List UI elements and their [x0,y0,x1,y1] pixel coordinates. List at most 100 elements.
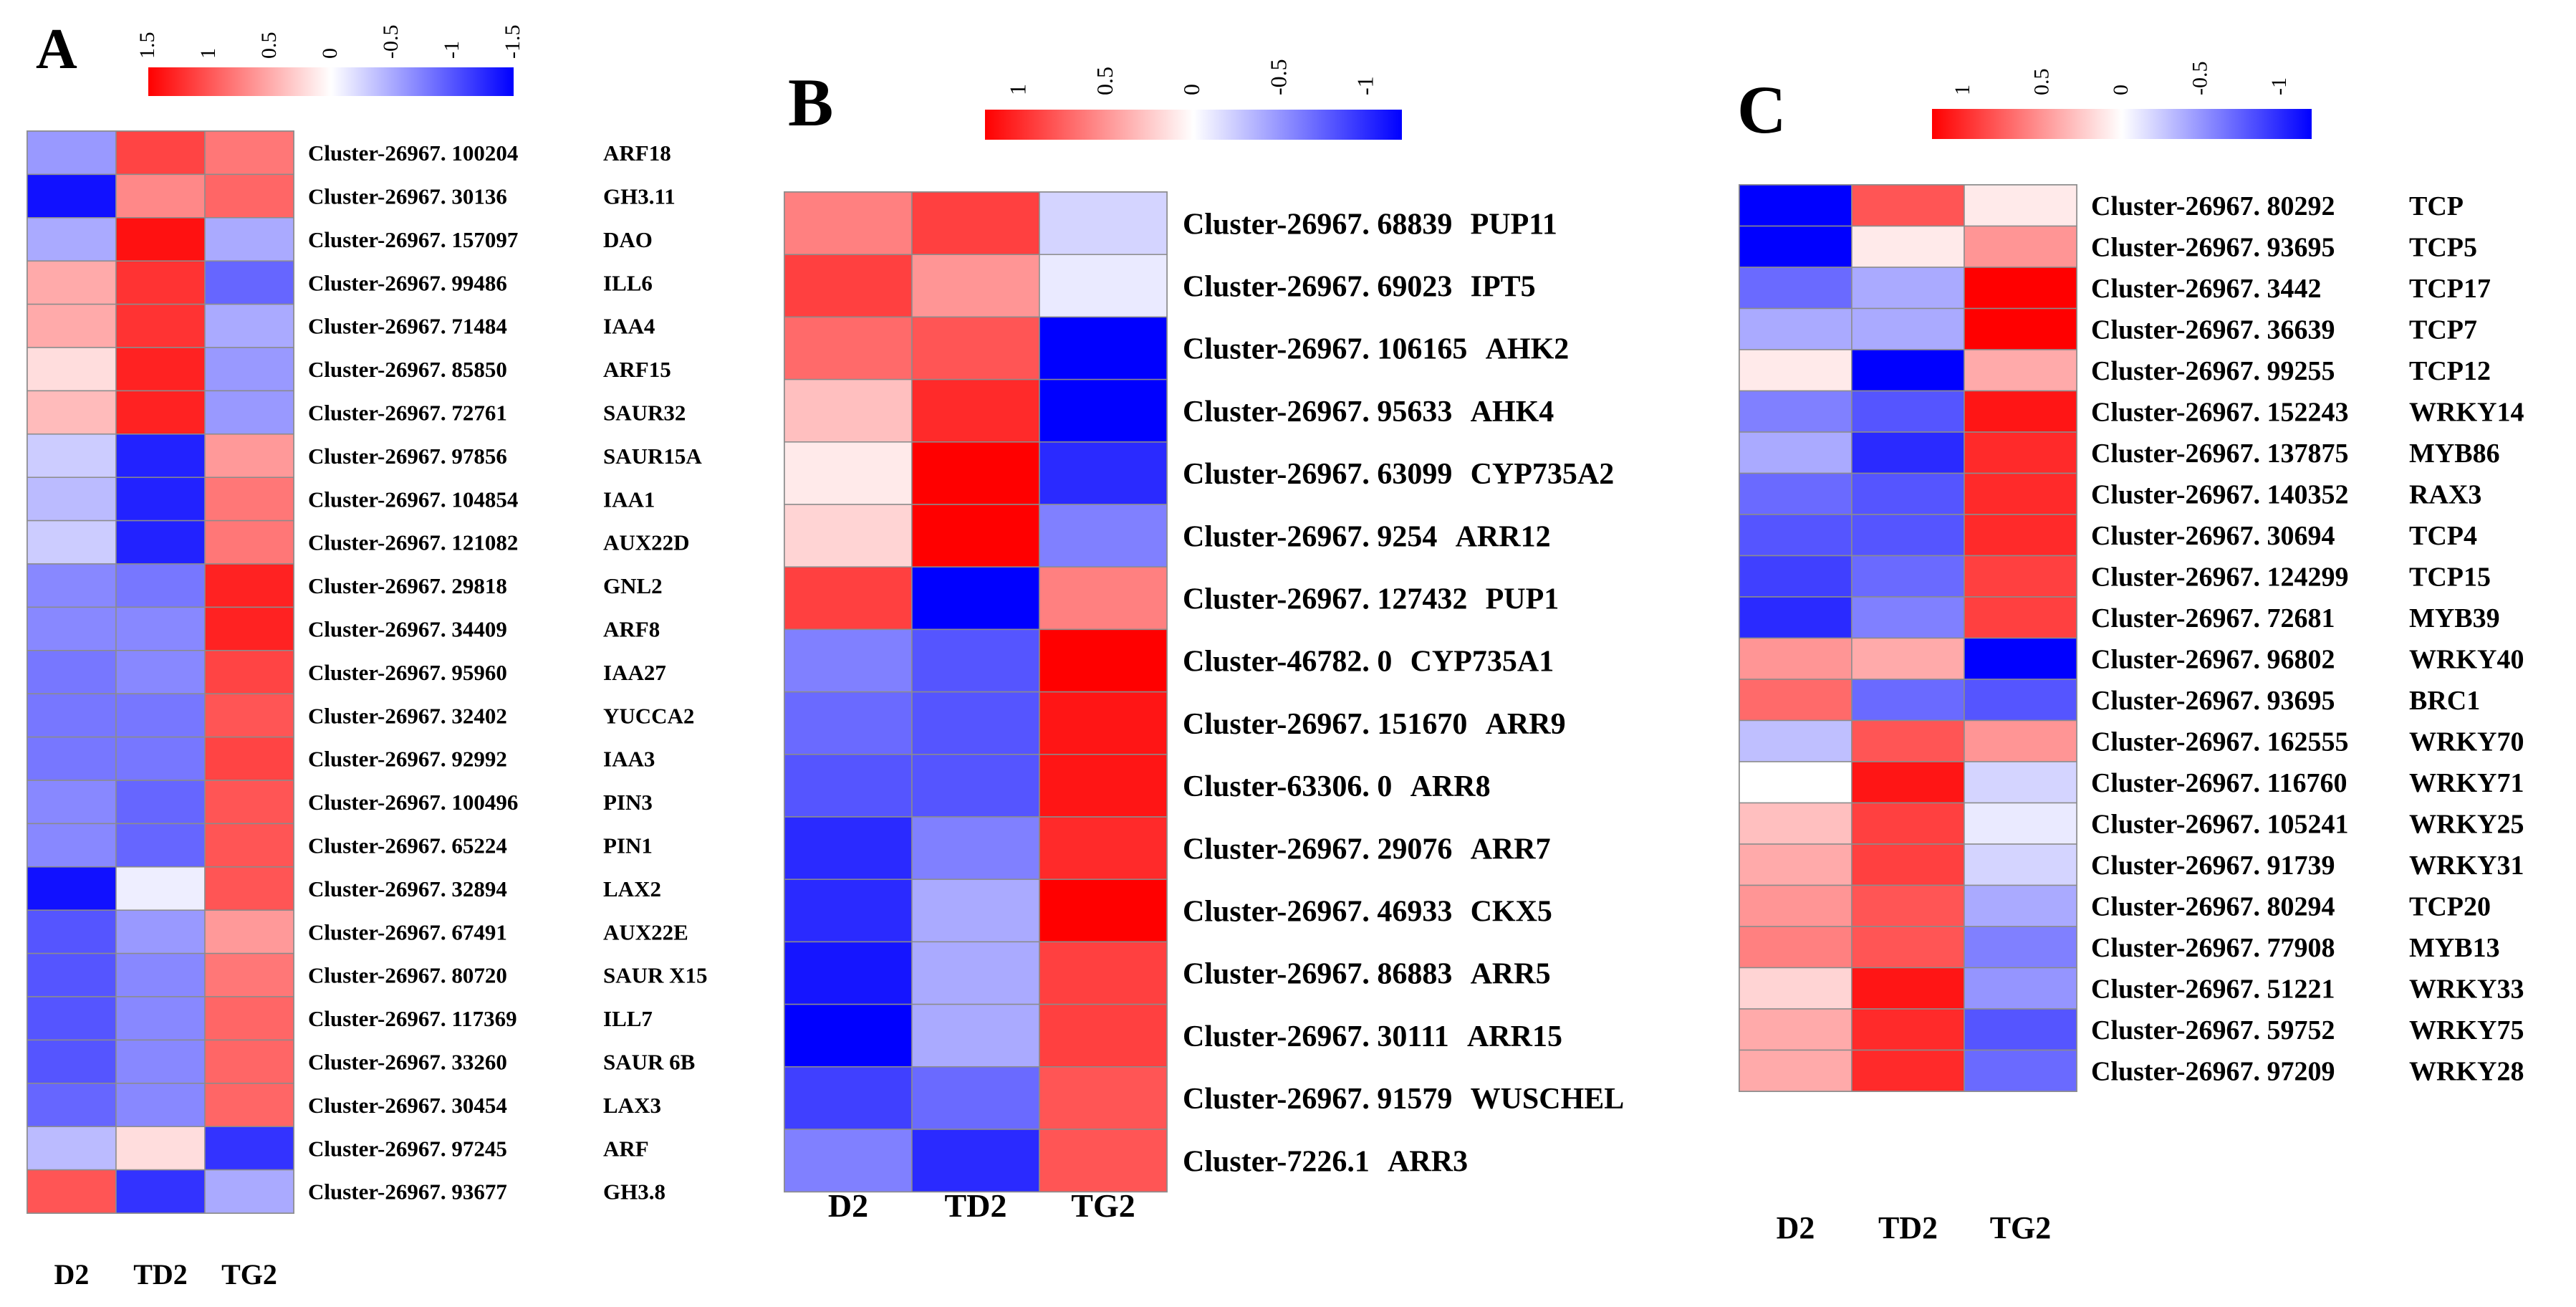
panel-b-cell [911,441,1040,505]
panel-a-row-gene: DAO [603,227,653,252]
panel-b-cell [1039,691,1168,755]
panel-a-cell [115,736,206,781]
panel-c-row-id: Cluster-26967. 80294 [2091,892,2335,922]
panel-a-row-gene: SAUR 6B [603,1049,695,1074]
panel-a-row-gene: GNL2 [603,573,663,598]
panel-c-cell [1964,472,2077,515]
panel-a-cell [27,693,117,738]
panel-b-legend-tick: -0.5 [1265,59,1291,95]
panel-c-row-gene: WRKY40 [2409,645,2524,675]
panel-b-row-id: Cluster-26967. 69023 [1183,271,1452,304]
panel-a-cell [115,996,206,1041]
panel-a-row-id: Cluster-26967. 71484 [308,314,507,339]
panel-b-row-id: Cluster-26967. 151670 [1183,708,1467,741]
panel-b-row-id: Cluster-26967. 29076 [1183,833,1452,866]
panel-c-row-gene: TCP7 [2409,315,2477,345]
panel-c-row-id: Cluster-26967. 99255 [2091,356,2335,386]
panel-a-cell [115,1083,206,1127]
panel-c-row-gene: WRKY31 [2409,851,2524,881]
panel-c-row-id: Cluster-26967. 3442 [2091,274,2322,304]
panel-a-row-id: Cluster-26967. 157097 [308,227,518,252]
panel-c-cell [1851,637,1965,680]
panel-c-cell [1964,967,2077,1010]
panel-c-row-id: Cluster-26967. 140352 [2091,480,2349,510]
panel-b-cell [911,1066,1040,1130]
panel-a-legend-tick: 0 [318,48,342,59]
panel-b-cell [911,1003,1040,1068]
panel-c-row-gene: WRKY28 [2409,1057,2524,1087]
panel-b-column-label: TD2 [945,1187,1007,1224]
panel-c-cell [1964,679,2077,722]
panel-b-row-id: Cluster-26967. 106165 [1183,333,1467,366]
panel-a-cell [204,477,294,522]
panel-c-row-gene: TCP12 [2409,356,2491,386]
panel-c-cell [1964,431,2077,474]
panel-a-row-gene: SAUR32 [603,400,686,425]
panel-c-row-gene: TCP20 [2409,892,2491,922]
panel-a-cell [115,303,206,348]
panel-b-row-gene: ARR8 [1410,770,1491,803]
panel-a-cell [115,1126,206,1171]
panel-c-cell [1739,184,1852,227]
panel-c-row-id: Cluster-26967. 91739 [2091,851,2335,881]
panel-c-cell [1851,926,1965,969]
panel-c-cell [1851,596,1965,639]
panel-a-cell [204,260,294,305]
panel-b-cell [784,254,913,318]
panel-a-cell [115,866,206,911]
panel-c-row-gene: TCP4 [2409,521,2477,551]
panel-a-cell [27,650,117,694]
panel-c-cell [1739,843,1852,886]
panel-b-row-id: Cluster-26967. 46933 [1183,896,1452,929]
panel-c-row-gene: TCP17 [2409,274,2491,304]
panel-c-row-gene: TCP [2409,191,2464,221]
panel-b-cell [1039,191,1168,255]
panel-c-cell [1964,926,2077,969]
panel-a-cell [27,520,117,565]
panel-a-cell [27,1039,117,1084]
panel-b-row-gene: AHK4 [1471,396,1554,429]
panel-b-cell [1039,316,1168,380]
panel-a-column-label: TD2 [133,1258,188,1291]
panel-b-cell [784,504,913,568]
panel-c-cell [1851,884,1965,927]
panel-a-cell [204,303,294,348]
panel-c-cell [1739,267,1852,310]
panel-a-cell [27,909,117,954]
panel-a-row-id: Cluster-26967. 93677 [308,1179,507,1205]
panel-a-cell [204,866,294,911]
panel-c-cell [1739,390,1852,433]
panel-b-row-gene: ARR5 [1471,958,1551,991]
panel-c-row-gene: WRKY71 [2409,768,2524,798]
panel-a-row-id: Cluster-26967. 92992 [308,747,507,772]
panel-b-cell [784,316,913,380]
panel-c-cell [1964,555,2077,598]
panel-a-cell [27,1083,117,1127]
panel-a-row-id: Cluster-26967. 117369 [308,1006,517,1031]
panel-b-row-id: Cluster-26967. 68839 [1183,208,1452,241]
panel-a-row-id: Cluster-26967. 32894 [308,876,507,901]
panel-c-legend-bar [1932,109,2312,139]
panel-b: B 1 0.5 0 -0.5 -1 Cluster-26967. 68839 PUP11 Clu… [784,59,1624,1224]
panel-c-row-id: Cluster-26967. 97209 [2091,1057,2335,1087]
panel-c-row-gene: WRKY25 [2409,810,2524,840]
panel-c-row-gene: WRKY33 [2409,975,2524,1005]
panel-b-row-gene: PUP1 [1486,583,1559,616]
panel-c-cell [1851,967,1965,1010]
panel-b-row-id: Cluster-7226.1 [1183,1145,1370,1178]
panel-b-cell [784,941,913,1005]
panel-a-cell [204,217,294,262]
panel-a-row-gene: IAA4 [603,314,655,339]
panel-a-row-id: Cluster-26967. 104854 [308,487,518,512]
panel-b-cell [1039,566,1168,631]
panel-c-row-id: Cluster-26967. 96802 [2091,645,2335,675]
panel-a-cell [204,780,294,825]
panel-a-cell [204,736,294,781]
panel-a-cell [115,477,206,522]
panel-a-cell [204,650,294,694]
panel-b-row-id: Cluster-26967. 127432 [1183,583,1467,616]
panel-a-row-id: Cluster-26967. 34409 [308,616,507,641]
panel-a-cell [115,606,206,651]
panel-c-cell [1964,637,2077,680]
panel-a-cell [27,173,117,219]
